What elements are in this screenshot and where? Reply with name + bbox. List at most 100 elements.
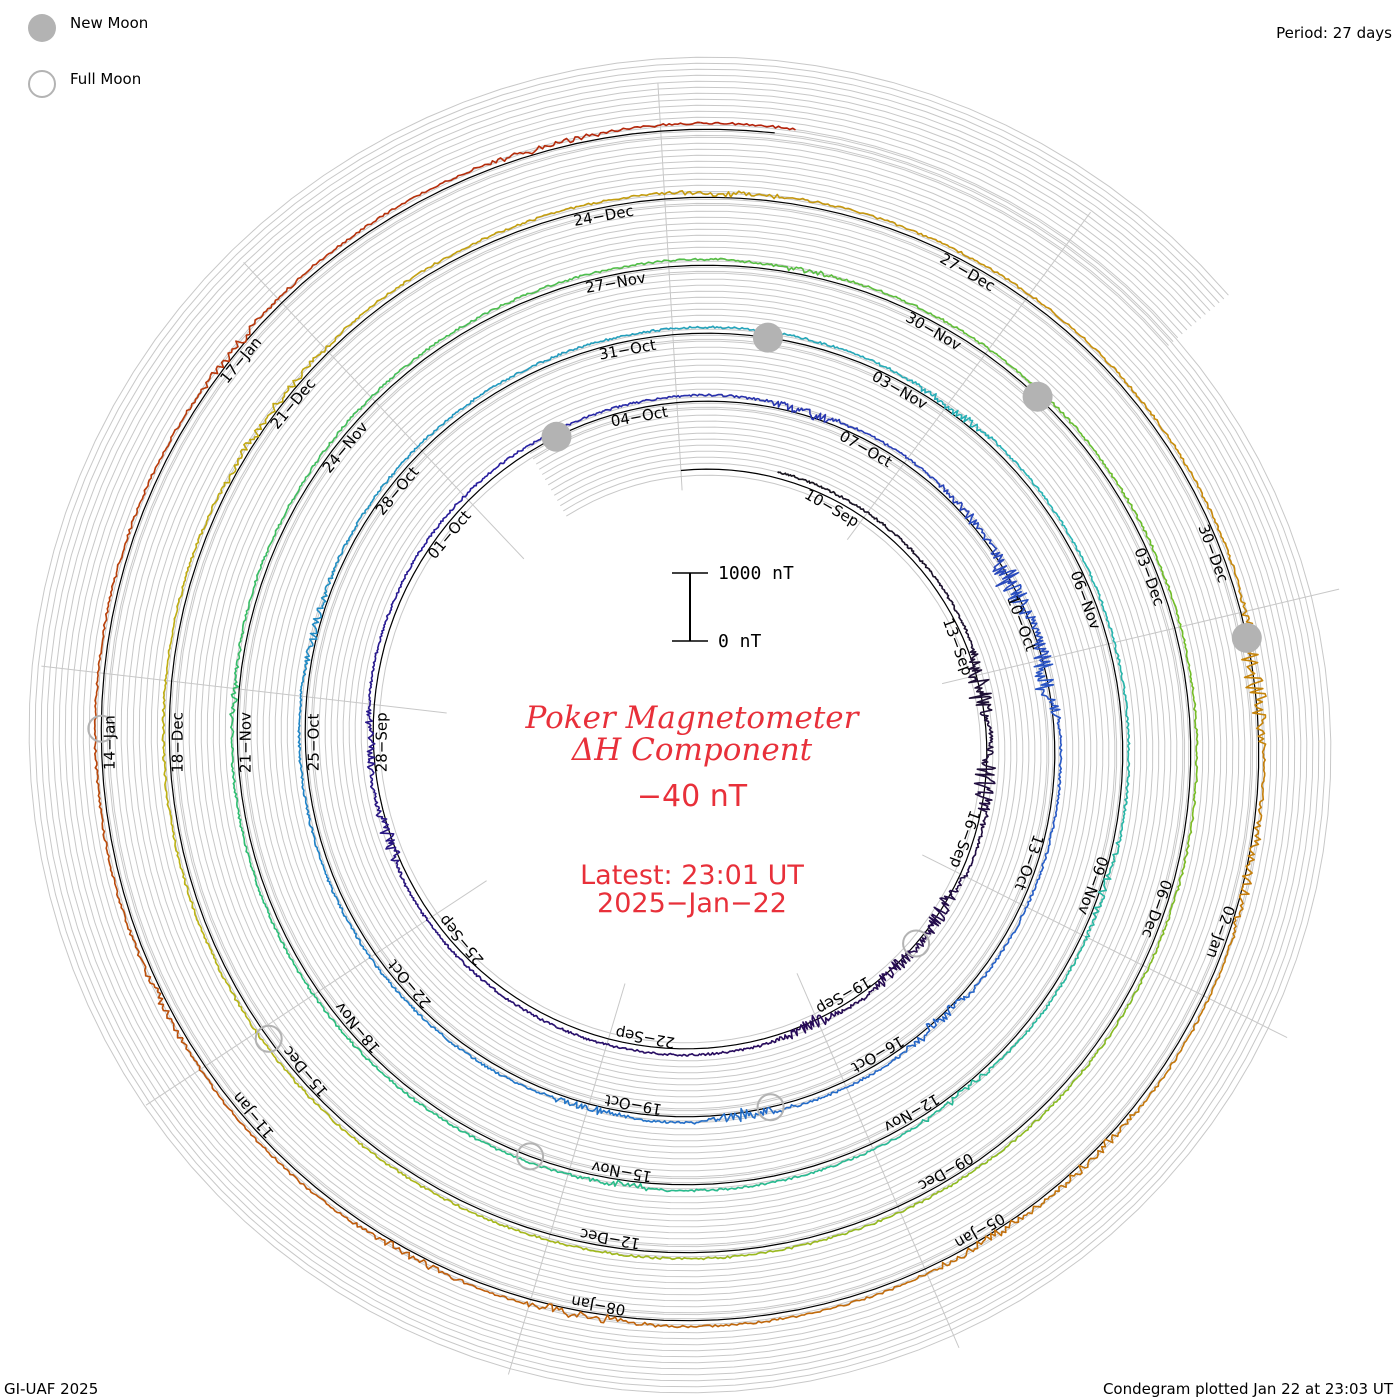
series-line [365,717,377,796]
series-line [397,867,439,935]
grid-spiral [82,110,1278,1340]
new-moon-label: New Moon [70,14,148,32]
series-line [1123,379,1201,490]
new-moon-marker [1231,622,1262,653]
series-line [161,707,175,834]
series-line [915,982,980,1044]
series-line [1105,466,1163,571]
series-line [597,257,712,274]
footer-plotted: Condegram plotted Jan 22 at 23:03 UT [1103,1380,1394,1398]
series-line [781,196,910,231]
grid-spiral [40,68,1320,1382]
series-line [777,471,838,497]
series-line [1241,746,1266,882]
grid-layer [28,56,1332,1394]
series-line [410,502,459,568]
series-line [553,1168,660,1192]
series-line [162,582,185,708]
series-line [978,910,1027,984]
series-line [211,952,278,1061]
series-line [865,358,950,410]
spoke-layer [41,83,1340,1375]
series-line [360,443,421,518]
series-line [306,191,426,273]
series-line [1039,1025,1118,1120]
grid-spiral [70,98,1290,1352]
series-line [301,976,371,1062]
series-line [93,633,105,774]
grid-spoke [507,983,626,1375]
series-line [309,279,410,363]
series-line [1127,1007,1206,1121]
grid-spiral [64,92,1296,1358]
grid-spiral [46,74,1314,1376]
series-line [776,1281,911,1321]
series-line [1024,291,1125,380]
full-moon-icon [28,70,56,98]
series-line [700,121,796,131]
series-line [948,408,1026,473]
series-line [419,385,496,445]
full-moon-label: Full Moon [70,70,141,88]
series-line [102,498,144,634]
series-line [1028,1119,1129,1215]
series-line [558,121,701,144]
date-label: 05−Jan [952,1209,1008,1252]
series-line [837,494,894,533]
series-line [1199,488,1248,616]
series-line [938,582,973,644]
series-line [490,270,598,311]
series-line [939,848,978,915]
series-line [556,1026,629,1051]
full-moon-marker [87,714,116,743]
series-line [628,1048,703,1057]
series-line [909,1212,1029,1283]
date-label: 18−Dec [169,712,187,773]
series-line [320,516,362,604]
series-line [581,327,677,349]
full-moon-marker [902,929,931,958]
date-label: 28−Sep [373,712,391,772]
series-line [233,361,312,466]
series-line [275,1059,366,1149]
date-label: 19−Sep [813,973,874,1019]
chart-subtitle: ΔH Component [571,732,813,768]
series-line [172,833,213,954]
series-line [1083,845,1121,942]
series-line [774,1010,843,1043]
series-line [588,1249,712,1261]
series-line [892,531,940,584]
series-line [1191,683,1199,803]
new-moon-marker [541,421,572,452]
series-line [180,1037,268,1152]
grid-spoke [846,211,1092,540]
series-line [772,331,867,360]
series-line [364,1146,472,1214]
series-line [954,1026,1033,1099]
series-line [1114,646,1131,747]
series-line [1115,918,1171,1027]
series-line [1168,801,1197,919]
series-line [942,1118,1041,1191]
series-line [254,877,303,978]
series-line [865,1096,955,1155]
new-moon-icon [28,14,56,42]
date-label: 12−Dec [579,1225,642,1253]
series-line [968,642,993,711]
series-line [396,309,492,374]
series-line [842,1040,917,1090]
series-line [584,1104,672,1124]
series-line [830,1189,944,1240]
series-line [266,1150,377,1240]
series-line [893,906,947,971]
series-line [236,553,268,661]
grid-spiral [76,104,1284,1346]
series-line [639,1318,778,1329]
series-line [319,372,398,456]
series-line [710,1236,832,1260]
series-line [408,222,526,282]
grid-spiral [106,134,1254,1316]
series-line [823,274,934,316]
series-line [500,1075,586,1110]
